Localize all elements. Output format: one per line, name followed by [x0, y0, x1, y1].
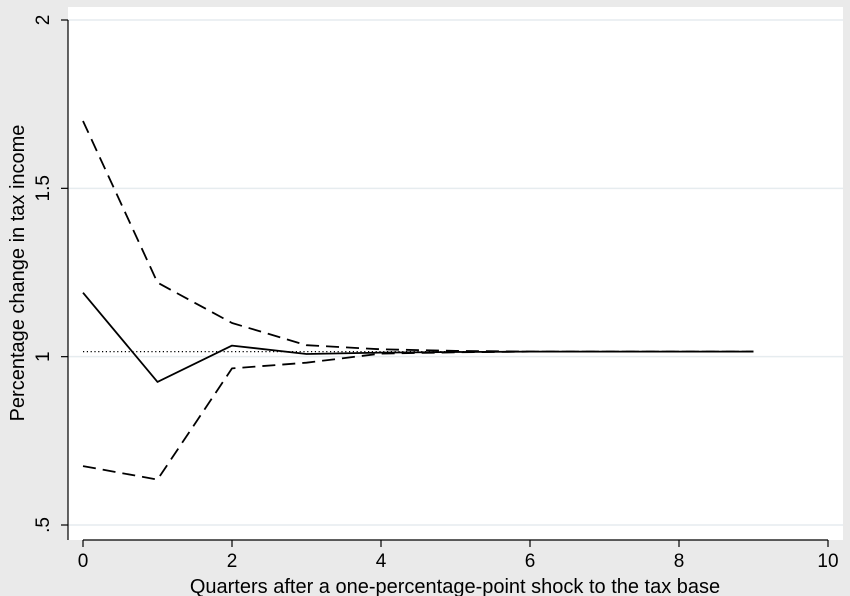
- x-tick-label: 0: [78, 551, 89, 572]
- x-tick-label: 10: [817, 551, 838, 572]
- x-tick-label: 2: [227, 551, 238, 572]
- y-tick-label: 1: [33, 351, 54, 362]
- y-tick-label: 2: [33, 15, 54, 26]
- plot-background: [68, 7, 843, 540]
- x-tick-label: 8: [674, 551, 685, 572]
- x-axis-title: Quarters after a one-percentage-point sh…: [190, 576, 720, 596]
- y-axis-title: Percentage change in tax income: [7, 125, 29, 422]
- series-line-upper-bound: [82, 120, 754, 353]
- x-tick-label: 4: [376, 551, 387, 572]
- grid-lines: [68, 19, 843, 526]
- axes: .5 1 1.5 2 0 2 4 6 8 10: [33, 15, 839, 572]
- y-tick-label: 1.5: [33, 175, 54, 201]
- y-tick-label: .5: [33, 517, 54, 533]
- series-line-lower-bound: [82, 350, 754, 481]
- series-lines: [82, 120, 754, 481]
- x-tick-label: 6: [525, 551, 536, 572]
